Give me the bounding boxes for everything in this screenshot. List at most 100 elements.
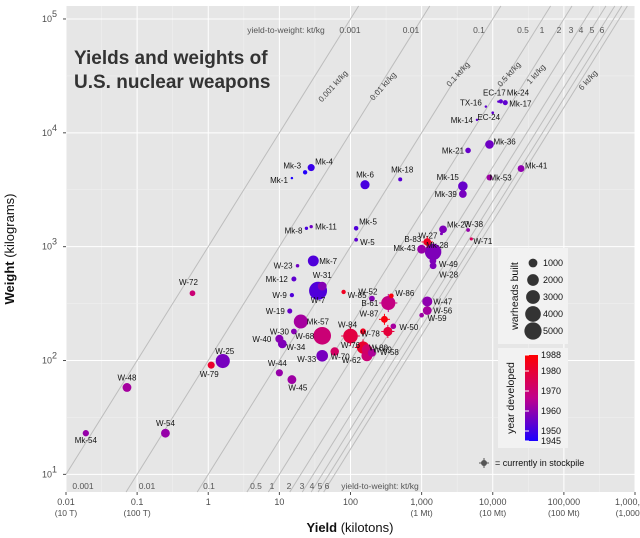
- chart-title-line-1: Yields and weights of: [74, 48, 268, 69]
- point-w-70: [330, 347, 339, 356]
- point-label-w-54: W-54: [156, 419, 176, 428]
- point-label-w-48: W-48: [117, 373, 137, 382]
- point-w-84: [360, 328, 367, 335]
- stockpile-note: = currently in stockpile: [479, 458, 584, 468]
- point-tx-16: [484, 105, 488, 108]
- x-axis-ticks: 0.01(10 T) 0.1(100 T) 1 10 100 1,000(1 Mt) 10,…: [55, 492, 640, 518]
- point-label-w-58: W-58: [380, 348, 400, 357]
- point-w-40: [275, 334, 284, 343]
- point-w-44: [275, 369, 283, 377]
- point-w-68: [313, 326, 332, 345]
- size-legend-label: 1000: [543, 258, 563, 268]
- size-legend-circle: [528, 258, 538, 268]
- x-tick-label: 0.01: [57, 497, 75, 507]
- point-mk-18: [398, 177, 403, 182]
- y-tick-label: 10: [42, 469, 52, 479]
- point-w-47: [422, 296, 433, 307]
- chart-title-line-2: U.S. nuclear weapons: [74, 72, 270, 93]
- y-tick-exponent: 4: [52, 123, 57, 133]
- x-tick-sublabel: (10 T): [55, 508, 78, 518]
- point-w-49: [429, 257, 437, 265]
- point-mk-3: [302, 170, 308, 175]
- point-label-b-61: B-61: [361, 299, 378, 308]
- x-tick-sublabel: (100 Mt): [548, 508, 580, 518]
- point-label-mk-53: Mk-53: [489, 174, 512, 183]
- point-w-5: [354, 237, 359, 242]
- ratio-line: [289, 5, 594, 493]
- ratio-top-label: 5: [590, 25, 595, 35]
- point-w-85: [341, 289, 346, 295]
- ratio-line: [317, 5, 623, 493]
- x-axis-title-rest: (kilotons): [337, 520, 393, 535]
- point-mk-28: [424, 243, 442, 261]
- x-tick-label: 10: [274, 497, 284, 507]
- point-label-w-56: W-56: [433, 306, 453, 315]
- point-label-w-79: W-79: [200, 370, 220, 379]
- point-label-w-27: W-27: [418, 232, 438, 241]
- point-label-mk-1: Mk-1: [270, 176, 288, 185]
- x-tick-sublabel: (1,000 Mt): [616, 508, 640, 518]
- point-w-59: [419, 312, 424, 318]
- point-mk-39: [459, 190, 467, 198]
- ratio-line: [246, 5, 551, 493]
- color-legend-bar: [525, 355, 538, 441]
- point-mk-7: [307, 255, 319, 267]
- point-label-w-30: W-30: [270, 327, 290, 336]
- x-tick-sublabel: (10 Mt): [479, 508, 506, 518]
- point-w-9: [289, 293, 295, 298]
- ratio-bottom-label: 4: [310, 481, 315, 491]
- point-mk-36: [485, 140, 494, 149]
- point-label-mk-5: Mk-5: [359, 217, 377, 226]
- x-tick-label: 0.1: [131, 497, 144, 507]
- point-label-mk-11: Mk-11: [315, 223, 337, 232]
- data-points: [82, 99, 525, 438]
- point-label-mk-3: Mk-3: [283, 161, 301, 170]
- point-label-mk-14: Mk-14: [451, 116, 474, 125]
- color-legend-tick-label: 1945: [541, 436, 561, 446]
- point-mk-27: [439, 225, 447, 234]
- ratio-bottom-label: 2: [287, 481, 292, 491]
- point-label-w-31: W-31: [313, 271, 333, 280]
- point-label-w-86: W-86: [395, 289, 415, 298]
- point-w-28: [429, 262, 437, 270]
- point-label-mk-54: Mk-54: [75, 436, 98, 445]
- x-tick-label: 10,000: [479, 497, 507, 507]
- ratio-bottom-label: 0.01: [139, 481, 156, 491]
- x-tick-label: 100,000: [548, 497, 581, 507]
- size-legend-circle: [527, 274, 539, 286]
- point-mk-12: [291, 276, 297, 282]
- ratio-bottom-label: 3: [300, 481, 305, 491]
- ratio-bottom-label: yield-to-weight: kt/kg: [341, 481, 419, 491]
- point-label-w-45: W-45: [288, 384, 308, 393]
- point-mk-57: [293, 314, 308, 329]
- point-label-w-70: W-70: [331, 353, 351, 362]
- point-label-mk-6: Mk-6: [356, 171, 374, 180]
- ratio-bottom-label: 1: [270, 481, 275, 491]
- y-axis-title: Weight (kilograms): [2, 194, 17, 305]
- point-label-w-68: W-68: [295, 332, 315, 341]
- color-legend-tick-label: 1970: [541, 386, 561, 396]
- point-label-mk-21: Mk-21: [442, 146, 465, 155]
- point-w-72: [189, 290, 196, 297]
- point-label-tx-16: TX-16: [460, 99, 482, 108]
- x-tick-sublabel: (100 T): [124, 508, 151, 518]
- point-label-ec-24: EC-24: [477, 113, 500, 122]
- point-label-w-78: W-78: [361, 329, 381, 338]
- point-mk-17: [502, 100, 508, 106]
- point-mk-53: [486, 174, 493, 181]
- x-tick-label: 1,000,000: [615, 497, 640, 507]
- point-w-30: [291, 328, 297, 335]
- point-w-50: [390, 323, 397, 330]
- color-legend-tick-label: 1960: [541, 406, 561, 416]
- ratio-top-label: 0.5: [517, 25, 529, 35]
- point-w-86: [389, 293, 394, 299]
- point-label-w-84: W-84: [338, 320, 358, 329]
- y-tick-label: 10: [42, 356, 52, 366]
- ratio-bottom-label: 0.5: [250, 481, 262, 491]
- size-legend-label: 3000: [543, 292, 563, 302]
- point-label-w-85: W-85: [348, 291, 368, 300]
- point-label-mk-12: Mk-12: [266, 275, 289, 284]
- y-tick-exponent: 1: [52, 464, 57, 474]
